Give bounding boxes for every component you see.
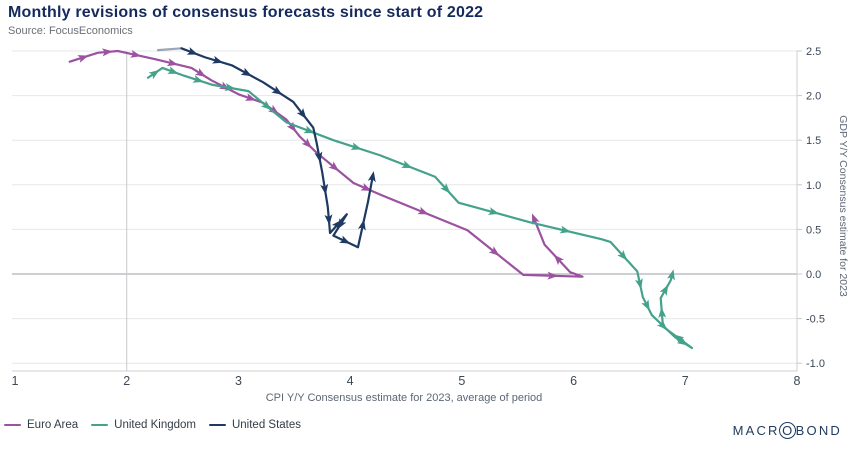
x-tick-label: 6 (570, 374, 577, 388)
trail-arrow-icon (224, 83, 236, 92)
trail-arrow-icon (186, 47, 199, 55)
trail-arrow-icon (547, 271, 559, 280)
y-tick-label: -1.0 (806, 358, 825, 370)
trail-arrow-icon (659, 284, 669, 296)
y-tick-label: 2.0 (806, 91, 821, 103)
trail-arrow-icon (656, 319, 668, 330)
trail-arrow-icon (271, 85, 283, 95)
macrobond-logo: MACR O BOND (733, 422, 842, 439)
trail-arrow-icon (337, 218, 347, 230)
trail-arrow-icon (166, 58, 179, 67)
legend-swatch-icon (91, 423, 109, 427)
logo-text-left: MACR (732, 423, 780, 438)
y-tick-label: 2.5 (806, 46, 821, 58)
trail-arrow-icon (101, 48, 113, 57)
legend-item-euro-area: Euro Area (4, 419, 78, 431)
trail-arrow-icon (286, 121, 297, 133)
trail-arrow-icon (324, 214, 333, 226)
trail-arrow-icon (553, 254, 564, 266)
trail-arrow-icon (676, 336, 688, 346)
x-tick-label: 3 (235, 374, 242, 388)
legend-label: United Kingdom (114, 419, 196, 431)
trail-arrow-icon (211, 55, 224, 64)
trail-arrow-icon (268, 104, 279, 115)
trail-arrow-icon (634, 278, 643, 290)
trail-arrow-icon (641, 299, 650, 311)
trail-arrow-icon (357, 219, 366, 231)
trail-arrow-icon (350, 142, 362, 150)
x-tick-label: 7 (682, 374, 689, 388)
series-united-states (180, 47, 374, 249)
trail-arrow-icon (487, 207, 500, 215)
source-note: Source: FocusEconomics (8, 25, 133, 37)
y-tick-label: 0.5 (806, 224, 821, 236)
x-tick-label: 8 (794, 374, 801, 388)
trail-arrow-icon (77, 55, 89, 63)
legend-item-united-kingdom: United Kingdom (91, 419, 196, 431)
y-axis-title: GDP Y/Y Consensus estimate for 2023 (837, 115, 849, 297)
series-united-kingdom (146, 66, 694, 350)
trail-end-arrow-icon (367, 171, 376, 183)
series-euro-area (68, 49, 584, 278)
series-united-states-start (156, 47, 183, 52)
legend: Euro Area United Kingdom United States (4, 419, 301, 431)
trail-arrow-icon (617, 249, 628, 261)
trail-arrow-icon (339, 235, 351, 244)
trail-arrow-icon (240, 67, 252, 77)
trail-arrow-icon (192, 74, 204, 83)
trail-arrow-icon (488, 246, 500, 256)
trail-arrow-icon (244, 93, 257, 101)
x-tick-label: 5 (458, 374, 465, 388)
trail-arrow-icon (360, 182, 372, 191)
trail-arrow-icon (194, 67, 206, 77)
trail-arrow-icon (303, 125, 315, 134)
trail-arrow-icon (673, 334, 685, 344)
trail-end-arrow-icon (531, 213, 540, 225)
trail-arrow-icon (148, 69, 160, 80)
legend-swatch-icon (4, 423, 21, 427)
x-tick-label: 1 (12, 374, 19, 388)
trail-arrow-icon (314, 151, 323, 163)
trail-arrow-icon (559, 225, 571, 234)
legend-item-united-states: United States (208, 419, 302, 431)
y-tick-label: 1.5 (806, 135, 821, 147)
logo-text-right: BOND (795, 423, 842, 438)
trail-arrow-icon (301, 138, 313, 149)
trail-arrow-icon (130, 49, 142, 58)
logo-o-ring: O (778, 422, 796, 439)
legend-label: Euro Area (27, 419, 79, 431)
trail-end-arrow-icon (667, 269, 675, 281)
trail-arrow-icon (440, 183, 451, 194)
trail-arrow-icon (401, 160, 413, 168)
trail-arrow-icon (658, 307, 667, 319)
trail-arrow-icon (417, 206, 429, 215)
trail-arrow-icon (167, 66, 179, 74)
x-axis-title: CPI Y/Y Consensus estimate for 2023, ave… (266, 392, 543, 404)
trail-arrow-icon (260, 100, 272, 111)
legend-swatch-icon (208, 423, 226, 427)
trail-arrow-icon (328, 161, 340, 172)
trail-arrow-icon (296, 108, 307, 119)
trail-arrow-icon (320, 183, 329, 195)
legend-label: United States (231, 419, 302, 431)
chart-title: Monthly revisions of consensus forecasts… (8, 4, 484, 21)
y-tick-label: 1.0 (806, 180, 821, 192)
y-tick-label: -0.5 (806, 314, 825, 326)
y-tick-label: 0.0 (806, 269, 821, 281)
x-tick-label: 4 (347, 374, 354, 388)
x-tick-label: 2 (123, 374, 130, 388)
